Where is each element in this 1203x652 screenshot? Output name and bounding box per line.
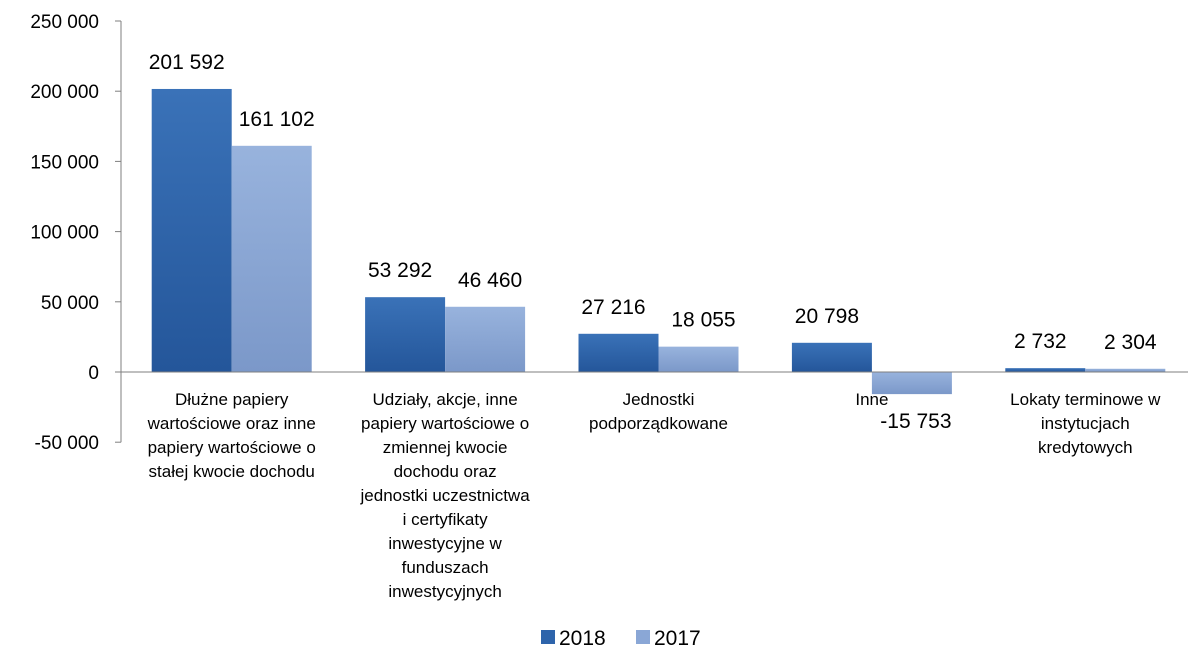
category-label-line: wartościowe oraz inne: [147, 414, 316, 433]
category-label-line: funduszach: [402, 558, 489, 577]
data-label-2018-0: 201 592: [149, 51, 225, 74]
bar-2018-2: [578, 333, 659, 372]
data-labels: 201 592 161 102 53 292 46 460 27 216 18 055 20…: [149, 51, 1157, 433]
x-axis: Dłużne papiery wartościowe oraz inne papie…: [121, 371, 1188, 601]
legend-swatch-2018: [541, 630, 555, 644]
category-label-line: podporządkowane: [589, 414, 728, 433]
category-label-line: instytucjach: [1041, 414, 1130, 433]
data-label-2018-1: 53 292: [368, 259, 432, 282]
category-label-line: zmiennej kwocie: [383, 438, 508, 457]
y-tick-label: 0: [88, 363, 99, 384]
data-label-2018-3: 20 798: [795, 305, 859, 328]
category-label-line: Udziały, akcje, inne: [372, 390, 517, 409]
category-label-line: kredytowych: [1038, 438, 1132, 457]
bar-2018-0: [151, 88, 232, 372]
category-label-line: inwestycyjne w: [388, 534, 502, 553]
data-label-2017-4: 2 304: [1104, 331, 1157, 354]
data-label-2017-3: -15 753: [880, 410, 951, 433]
bar-2018-3: [791, 342, 872, 372]
data-label-2018-4: 2 732: [1014, 330, 1067, 353]
legend: 2018 2017: [541, 627, 701, 650]
y-tick-label: 250 000: [30, 12, 99, 33]
bar-2017-4: [1085, 368, 1166, 372]
data-label-2018-2: 27 216: [581, 296, 645, 319]
bar-2018-1: [365, 297, 446, 372]
data-label-2017-1: 46 460: [458, 269, 522, 292]
category-label-line: Dłużne papiery: [175, 390, 289, 409]
category-label-line: i certyfikaty: [403, 510, 489, 529]
category-label-3: Inne: [855, 390, 888, 409]
legend-label-2017: 2017: [654, 627, 701, 650]
category-label-2: Jednostki podporządkowane: [589, 390, 728, 433]
legend-swatch-2017: [636, 630, 650, 644]
data-label-2017-2: 18 055: [671, 309, 735, 332]
bar-2017-3: [871, 372, 952, 395]
y-tick-label: -50 000: [35, 433, 99, 454]
y-tick-label: 100 000: [30, 223, 99, 244]
bars: [151, 88, 1166, 395]
bar-2018-4: [1005, 368, 1086, 372]
y-tick-label: 50 000: [41, 293, 99, 314]
category-label-line: jednostki uczestnictwa: [360, 486, 531, 505]
category-label-0: Dłużne papiery wartościowe oraz inne papie…: [147, 390, 316, 481]
category-label-line: Jednostki: [623, 390, 695, 409]
category-label-line: Inne: [855, 390, 888, 409]
category-label-line: inwestycyjnych: [388, 582, 501, 601]
category-label-line: Lokaty terminowe w: [1010, 390, 1161, 409]
y-tick-label: 200 000: [30, 82, 99, 103]
category-label-4: Lokaty terminowe w instytucjach kredytowyc…: [1010, 390, 1161, 457]
category-label-line: dochodu oraz: [394, 462, 497, 481]
bar-2017-2: [658, 346, 739, 372]
category-label-line: papiery wartościowe o: [361, 414, 529, 433]
bar-2017-0: [231, 145, 312, 372]
data-label-2017-0: 161 102: [239, 108, 315, 131]
category-label-1: Udziały, akcje, inne papiery wartościowe …: [360, 390, 531, 601]
y-tick-label: 150 000: [30, 152, 99, 173]
category-label-line: stałej kwocie dochodu: [149, 462, 315, 481]
bar-2017-1: [445, 306, 526, 372]
category-label-line: papiery wartościowe o: [148, 438, 316, 457]
y-axis: -50 000 0 50 000 100 000 150 000 200 000 250 0…: [30, 12, 122, 454]
legend-label-2018: 2018: [559, 627, 606, 650]
